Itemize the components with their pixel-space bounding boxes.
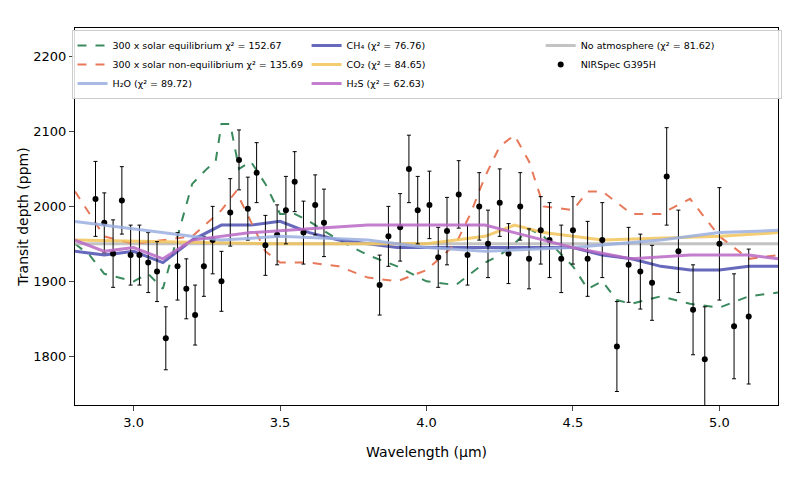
svg-text:Wavelength (μm): Wavelength (μm) — [366, 444, 487, 460]
svg-text:H₂S (χ² = 62.63): H₂S (χ² = 62.63) — [347, 78, 425, 89]
svg-text:1900: 1900 — [33, 274, 66, 289]
svg-text:CH₄ (χ² = 76.76): CH₄ (χ² = 76.76) — [347, 40, 426, 51]
svg-text:H₂O (χ² = 89.72): H₂O (χ² = 89.72) — [113, 78, 192, 89]
svg-text:4.0: 4.0 — [416, 415, 437, 430]
svg-text:Transit depth (ppm): Transit depth (ppm) — [15, 147, 31, 286]
svg-text:4.5: 4.5 — [563, 415, 584, 430]
svg-text:3.0: 3.0 — [123, 415, 144, 430]
svg-text:5.0: 5.0 — [709, 415, 730, 430]
svg-text:NIRSpec G395H: NIRSpec G395H — [581, 59, 656, 70]
svg-text:2100: 2100 — [33, 124, 66, 139]
svg-text:3.5: 3.5 — [270, 415, 291, 430]
svg-text:2200: 2200 — [33, 49, 66, 64]
svg-text:300 x solar equilibrium χ² = 1: 300 x solar equilibrium χ² = 152.67 — [113, 40, 282, 51]
svg-text:No atmosphere (χ² = 81.62): No atmosphere (χ² = 81.62) — [581, 40, 715, 51]
svg-text:2000: 2000 — [33, 199, 66, 214]
svg-text:300 x solar non-equilibrium χ²: 300 x solar non-equilibrium χ² = 135.69 — [113, 59, 303, 70]
svg-text:1800: 1800 — [33, 349, 66, 364]
svg-text:CO₂ (χ² = 84.65): CO₂ (χ² = 84.65) — [347, 59, 426, 70]
